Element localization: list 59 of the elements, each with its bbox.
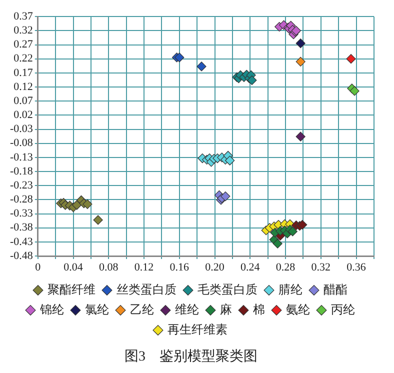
y-tick-label: -0.23 bbox=[10, 179, 34, 192]
point bbox=[93, 215, 103, 225]
point bbox=[288, 226, 298, 236]
legend-label: 丝类蛋白质 bbox=[116, 282, 176, 296]
y-tick-label: 0.37 bbox=[14, 10, 34, 22]
y-tick-label: 0.12 bbox=[14, 80, 33, 93]
x-tick-label: 0.12 bbox=[134, 261, 154, 274]
point bbox=[72, 200, 82, 210]
y-tick-label: 0.22 bbox=[14, 52, 33, 65]
x-tick-label: 0.24 bbox=[240, 261, 260, 274]
legend-label: 氯纶 bbox=[85, 302, 109, 316]
x-tick-label: 0.20 bbox=[205, 261, 225, 274]
legend-label: 聚酯纤维 bbox=[48, 282, 96, 296]
legend-label: 氨纶 bbox=[286, 302, 310, 316]
legend-label: 棉 bbox=[253, 302, 265, 316]
legend-label: 再生纤维素 bbox=[168, 322, 228, 336]
y-tick-label: 0.02 bbox=[14, 109, 33, 122]
legend-label: 维纶 bbox=[175, 302, 199, 316]
point bbox=[296, 132, 306, 142]
point bbox=[174, 52, 184, 62]
x-tick-label: 0.28 bbox=[276, 261, 296, 274]
y-tick-label: -0.43 bbox=[10, 236, 34, 248]
x-tick-label: 0.04 bbox=[64, 261, 84, 274]
point bbox=[220, 191, 230, 202]
legend-label: 毛类蛋白质 bbox=[198, 282, 258, 296]
text: 图3 鉴别模型聚类图 bbox=[124, 348, 258, 364]
y-tick-label: 0.27 bbox=[14, 38, 34, 51]
legend-label: 麻 bbox=[220, 302, 232, 316]
y-tick-label: -0.48 bbox=[10, 250, 34, 262]
point bbox=[298, 220, 308, 230]
x-tick-label: 0.36 bbox=[346, 261, 366, 274]
legend-label: 醋酯 bbox=[324, 282, 348, 296]
legend-label: 乙纶 bbox=[130, 302, 154, 316]
y-tick-label: 0.32 bbox=[14, 24, 33, 37]
legend-label: 腈纶 bbox=[278, 282, 302, 296]
point bbox=[196, 62, 206, 72]
y-tick-label: -0.03 bbox=[10, 123, 34, 136]
point bbox=[350, 86, 360, 96]
point bbox=[82, 199, 92, 209]
y-tick-label: -0.13 bbox=[10, 151, 34, 164]
y-tick-label: -0.18 bbox=[10, 165, 34, 178]
x-tick-label: 0.16 bbox=[170, 261, 190, 274]
y-tick-label: -0.08 bbox=[10, 137, 34, 150]
x-tick-label: 0.08 bbox=[99, 261, 119, 274]
point bbox=[272, 238, 282, 248]
point bbox=[296, 56, 306, 66]
y-tick-label: -0.33 bbox=[10, 208, 34, 220]
legend-label: 锦纶 bbox=[39, 302, 64, 316]
point bbox=[247, 75, 257, 86]
point bbox=[346, 54, 356, 64]
y-tick-label: 0.17 bbox=[14, 66, 34, 79]
y-tick-label: 0.07 bbox=[14, 94, 34, 107]
y-tick-label: -0.38 bbox=[10, 222, 34, 234]
y-tick-label: -0.28 bbox=[10, 194, 34, 206]
point bbox=[225, 156, 235, 166]
point bbox=[296, 38, 306, 48]
x-tick-label: 0.32 bbox=[311, 261, 331, 274]
x-tick-label: 0 bbox=[35, 261, 42, 274]
legend-label: 丙纶 bbox=[331, 302, 355, 316]
